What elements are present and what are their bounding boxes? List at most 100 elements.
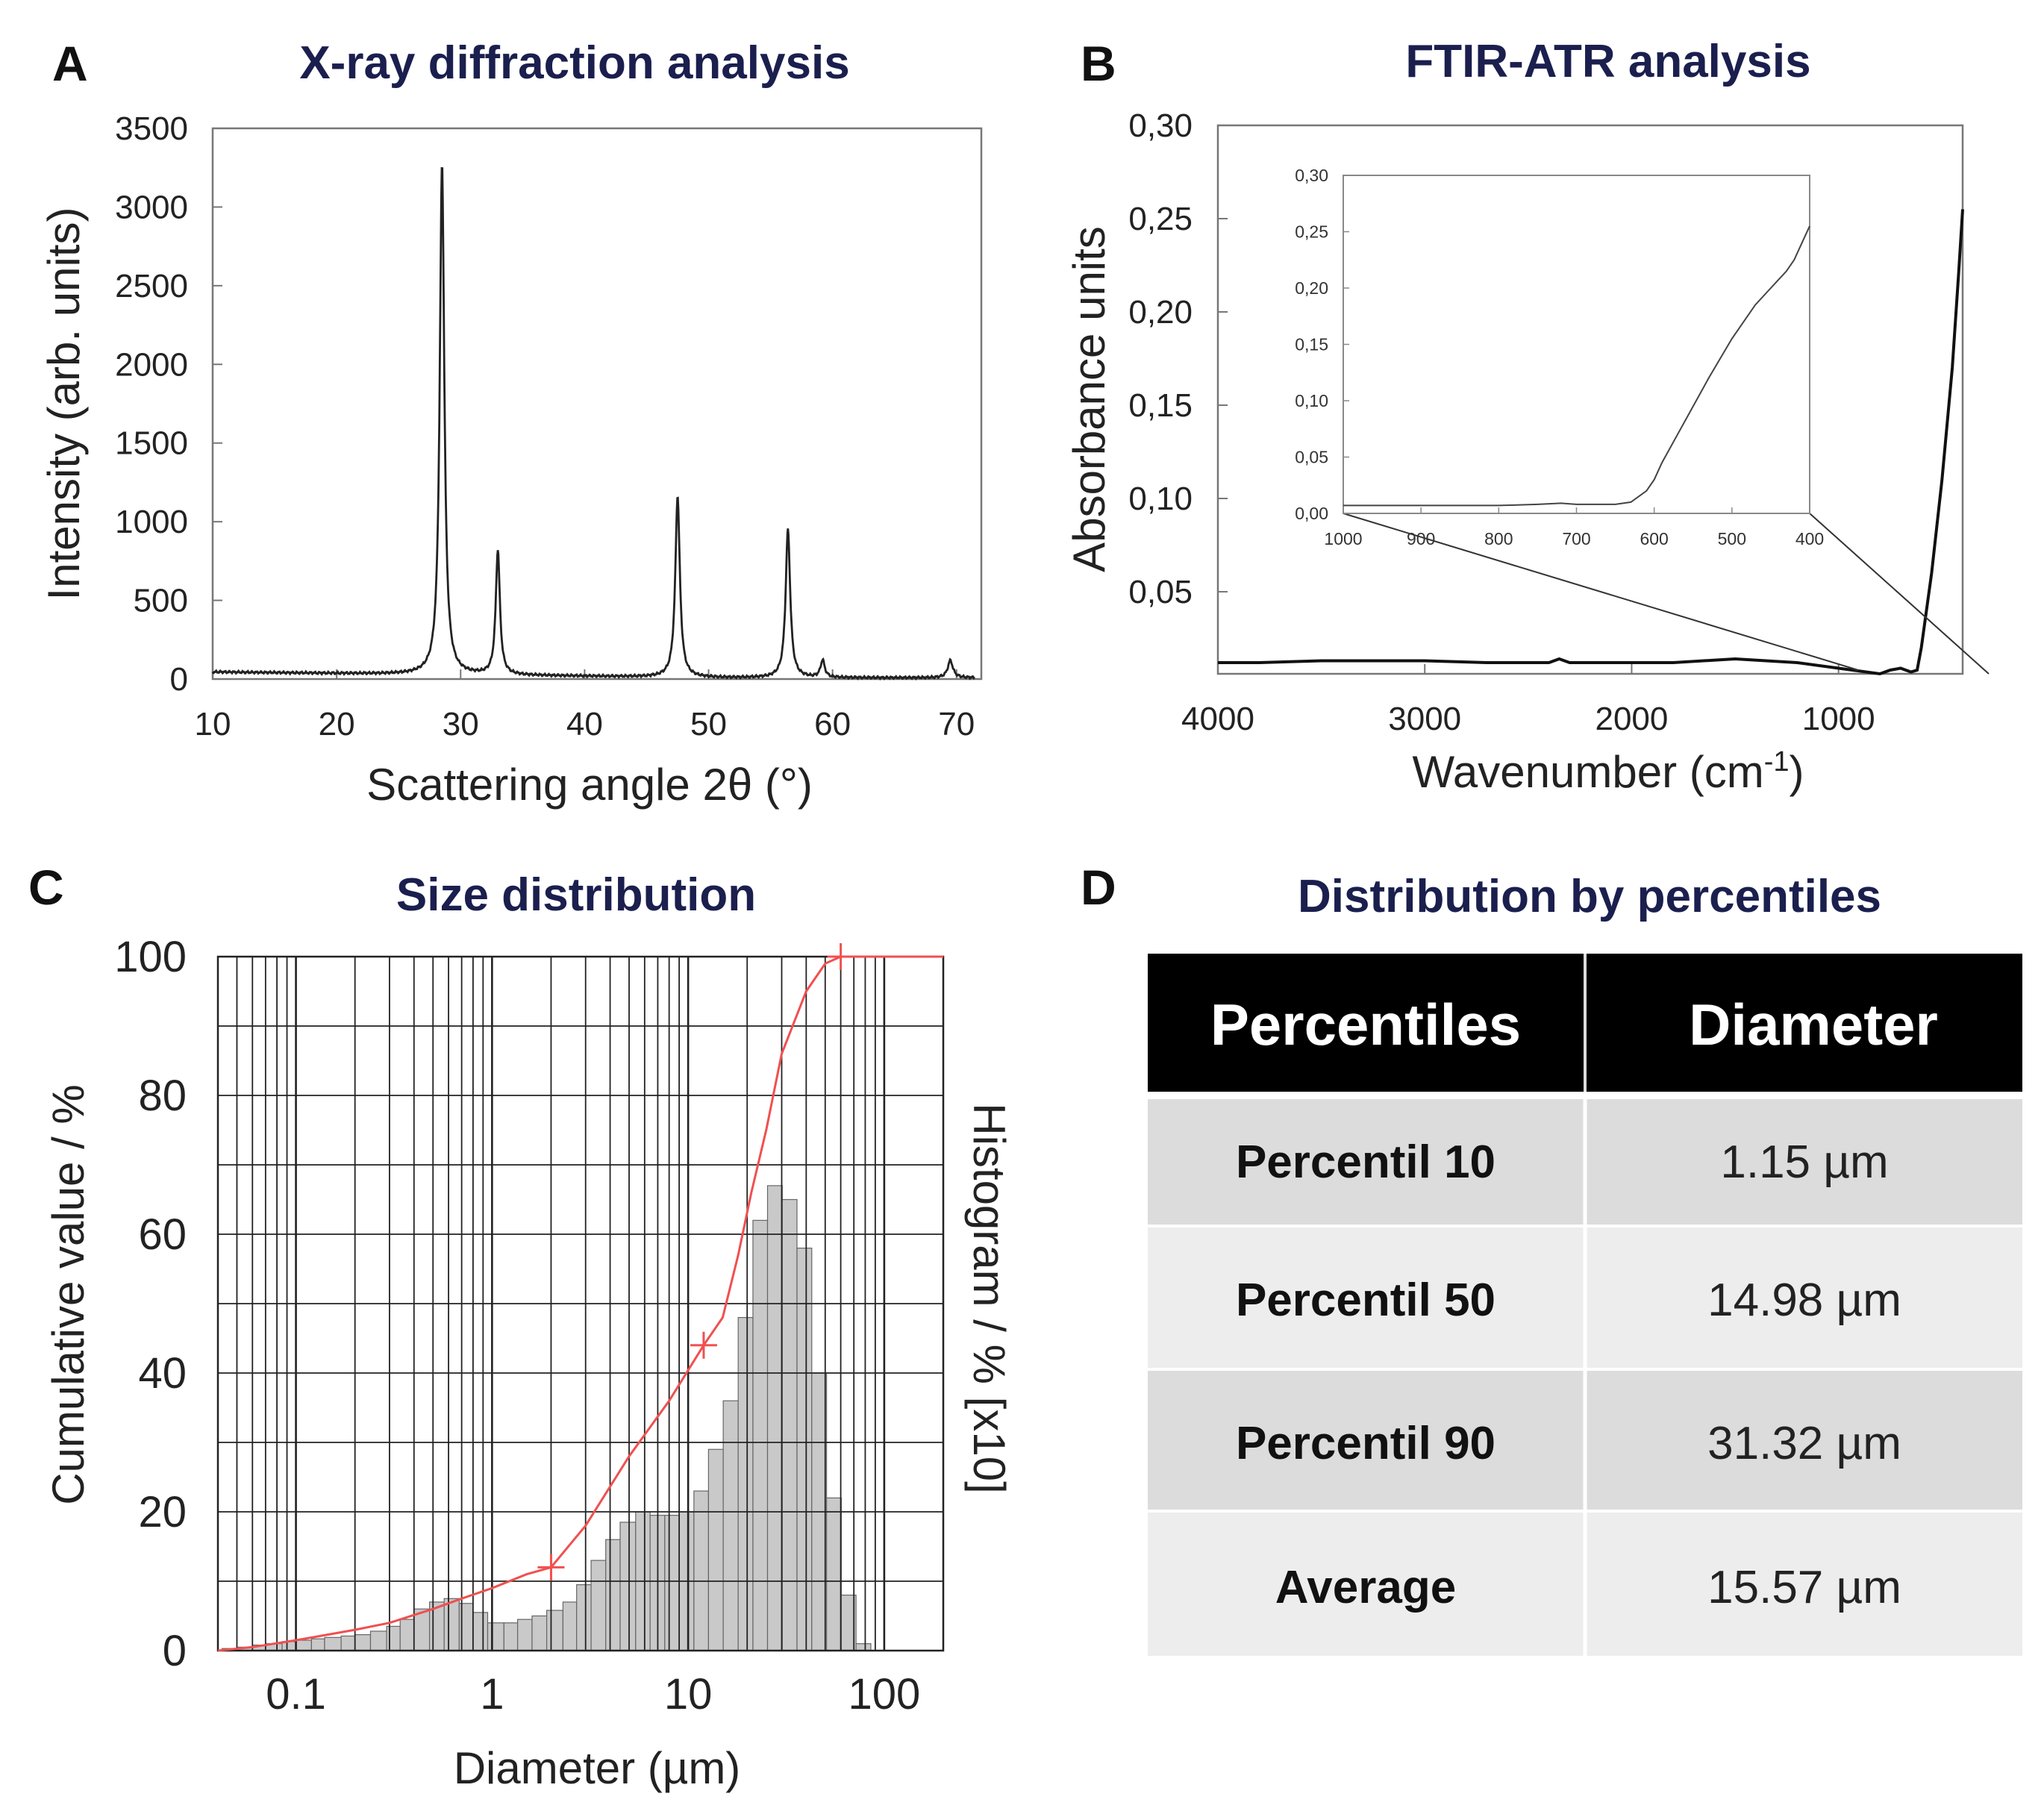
inset-y-tick-label: 0,15	[1295, 335, 1328, 354]
histogram-bar	[516, 1619, 533, 1651]
panel-d-title: Distribution by percentiles	[1298, 871, 1881, 922]
panel-c-grid	[218, 957, 943, 1651]
histogram-bar	[531, 1615, 548, 1651]
x-tick-label: 3000	[1388, 701, 1461, 737]
x-tick-label: 70	[938, 706, 975, 742]
cumulative-marker	[827, 943, 854, 970]
table-row-value: 14.98 µm	[1707, 1275, 1901, 1326]
x-tick-label: 60	[814, 706, 851, 742]
y-tick-label: 0	[170, 661, 188, 698]
table-row-value: 31.32 µm	[1707, 1418, 1901, 1469]
x-tick-label: 1000	[1802, 701, 1875, 737]
table-header-diameter: Diameter	[1689, 992, 1938, 1057]
y-tick-label: 80	[138, 1072, 187, 1120]
panel-b-y-ticks: 0,05 0,10 0,15 0,20 0,25 0,30	[1128, 107, 1228, 610]
panel-c-letter: C	[28, 860, 64, 915]
y-tick-label: 1500	[115, 425, 188, 462]
table-row-label: Percentil 50	[1236, 1275, 1496, 1326]
x-tick-label: 10	[664, 1670, 713, 1719]
inset-y-tick-label: 0,00	[1295, 504, 1328, 523]
xrd-pattern-line	[211, 166, 975, 681]
x-tick-label: 100	[848, 1670, 921, 1719]
panel-b: B FTIR-ATR analysis 0,05 0,10 0,15 0,20 0,25…	[1064, 36, 1990, 797]
table-row-label: Percentil 90	[1236, 1418, 1496, 1469]
panel-b-x-label-main: Wavenumber (cm	[1413, 747, 1764, 797]
y-tick-label: 1000	[115, 504, 188, 540]
histogram-bar	[590, 1560, 607, 1651]
panel-b-x-ticks: 4000 3000 2000 1000	[1181, 664, 1875, 737]
x-tick-label: 0.1	[266, 1670, 326, 1719]
histogram-bar	[324, 1636, 342, 1651]
y-tick-label: 2000	[115, 346, 188, 383]
x-tick-label: 10	[195, 706, 231, 742]
histogram-bar	[354, 1634, 372, 1651]
cumulative-markers	[537, 943, 854, 1581]
histogram-bar	[619, 1522, 637, 1651]
histogram-bar	[796, 1247, 813, 1651]
inset-x-tick-label: 800	[1484, 529, 1513, 548]
panel-a-y-label: Intensity (arb. units)	[39, 207, 89, 601]
y-tick-label: 20	[138, 1488, 187, 1536]
panel-d: D Distribution by percentiles Percentile…	[1081, 860, 2022, 1656]
panel-a: A X-ray diffraction analysis 0 500 1000 150…	[39, 36, 983, 810]
histogram-bar	[487, 1622, 504, 1651]
histogram-bar	[369, 1630, 387, 1651]
ftir-spectrum-line	[1218, 209, 1964, 676]
panel-a-x-label: Scattering angle 2θ (°)	[366, 760, 813, 810]
inset-y-tick-label: 0,20	[1295, 278, 1328, 298]
histogram-bar	[722, 1400, 739, 1651]
inset-x-tick-label: 700	[1562, 529, 1590, 548]
inset-y-tick-label: 0,30	[1295, 166, 1328, 185]
histogram-bar	[855, 1643, 872, 1651]
histogram-bar	[310, 1638, 325, 1651]
histogram-bar	[386, 1625, 401, 1651]
inset-x-ticks: 1000 900 800 700 600 500 400	[1324, 507, 1824, 548]
x-tick-label: 40	[566, 706, 603, 742]
histogram-bar	[546, 1610, 563, 1651]
table-header-percentiles: Percentiles	[1210, 992, 1521, 1057]
inset-y-tick-label: 0,25	[1295, 222, 1328, 242]
y-tick-label: 0	[163, 1627, 187, 1675]
y-tick-label: 100	[114, 933, 187, 981]
panel-b-x-label-end: )	[1790, 747, 1804, 797]
cumulative-curve	[217, 955, 943, 1652]
inset-connector-right	[1809, 513, 1990, 675]
inset-x-tick-label: 900	[1407, 529, 1435, 548]
y-tick-label: 0,10	[1128, 481, 1193, 517]
x-tick-label: 30	[443, 706, 479, 742]
panel-a-title: X-ray diffraction analysis	[299, 37, 849, 89]
histogram-bar	[693, 1490, 709, 1651]
panel-a-letter: A	[52, 36, 88, 91]
panel-a-y-ticks: 0 500 1000 1500 2000 2500 3000 3500	[115, 110, 222, 698]
histogram-bar	[443, 1598, 460, 1651]
histogram-bar	[340, 1635, 356, 1651]
panel-c-y-label: Cumulative value / %	[43, 1084, 93, 1505]
x-tick-label: 1	[480, 1670, 504, 1719]
y-tick-label: 0,05	[1128, 574, 1193, 610]
panel-c-title: Size distribution	[396, 869, 756, 921]
inset-spectrum-line	[1343, 225, 1810, 507]
inset-frame	[1343, 175, 1810, 514]
inset-connector-left	[1343, 513, 1859, 671]
histogram-bar	[605, 1539, 621, 1651]
inset-y-tick-label: 0,10	[1295, 391, 1328, 410]
y-tick-label: 40	[138, 1349, 187, 1398]
panel-b-letter: B	[1081, 36, 1116, 91]
inset-y-tick-label: 0,05	[1295, 448, 1328, 467]
panel-c-plot-frame	[216, 955, 945, 1652]
y-tick-label: 3000	[115, 189, 188, 225]
histogram-bar	[752, 1219, 769, 1651]
histogram-bar	[781, 1198, 798, 1651]
histogram-bar	[826, 1497, 842, 1651]
table-row-value: 15.57 µm	[1707, 1562, 1901, 1613]
x-tick-label: 2000	[1595, 701, 1668, 737]
panel-b-x-label: Wavenumber (cm-1)	[1413, 746, 1804, 797]
panel-b-plot-frame	[1216, 124, 1964, 675]
panel-a-plot-frame	[211, 127, 983, 681]
y-tick-label: 500	[134, 583, 188, 619]
x-tick-label: 20	[319, 706, 355, 742]
y-tick-label: 0,30	[1128, 107, 1193, 144]
histogram-bar	[472, 1612, 489, 1651]
panel-c-y-ticks: 0 20 40 60 80 100	[114, 933, 187, 1675]
